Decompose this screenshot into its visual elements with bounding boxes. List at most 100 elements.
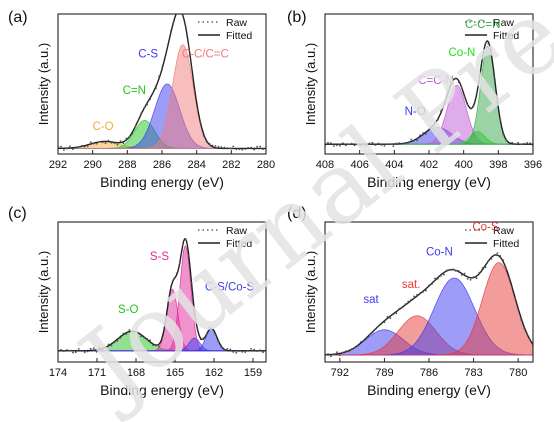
raw-point: [529, 338, 531, 341]
raw-point: [262, 351, 264, 354]
raw-point: [235, 351, 238, 354]
raw-point: [173, 277, 175, 280]
raw-point: [484, 42, 487, 45]
x-tick-label: 292: [49, 159, 67, 171]
raw-point: [365, 336, 368, 339]
raw-point: [229, 147, 232, 150]
raw-point: [122, 142, 125, 145]
raw-point: [72, 148, 74, 151]
raw-point: [211, 144, 214, 147]
raw-point: [262, 148, 264, 151]
raw-point: [244, 351, 247, 353]
raw-point: [434, 121, 436, 124]
x-tick-label: 406: [350, 159, 368, 171]
x-tick-label: 792: [331, 367, 349, 379]
raw-point: [356, 345, 359, 347]
raw-point: [514, 143, 517, 145]
raw-point: [502, 133, 505, 136]
raw-point: [517, 141, 519, 144]
raw-point: [469, 278, 472, 281]
raw-point: [428, 284, 430, 287]
raw-point: [235, 148, 238, 151]
raw-point: [389, 143, 392, 146]
raw-point: [374, 144, 377, 147]
raw-point: [431, 127, 433, 129]
raw-point: [425, 289, 427, 292]
raw-point: [199, 338, 202, 341]
raw-point: [395, 312, 398, 315]
raw-point: [362, 339, 365, 342]
raw-point: [187, 254, 190, 257]
x-tick-label: 162: [205, 367, 223, 379]
raw-point: [362, 142, 365, 145]
raw-point: [202, 337, 205, 339]
raw-point: [69, 349, 71, 352]
raw-point: [407, 300, 410, 303]
peak-annotation: N-O: [405, 106, 426, 118]
raw-point: [128, 136, 131, 139]
raw-point: [472, 276, 475, 278]
raw-point: [353, 144, 356, 147]
raw-point: [407, 141, 410, 144]
raw-point: [259, 349, 261, 352]
legend-raw-label: Raw: [493, 17, 514, 29]
raw-point: [386, 315, 389, 318]
raw-point: [161, 336, 163, 339]
raw-point: [113, 142, 116, 145]
panel-0: (a) 292 290 288 286 284 282 280 Binding energy (…: [8, 9, 275, 190]
raw-point: [339, 145, 341, 147]
x-tick-label: 789: [375, 367, 393, 379]
x-tick-label: 168: [127, 367, 145, 379]
raw-point: [398, 307, 401, 310]
peak-annotation: sat.: [402, 279, 421, 291]
raw-point: [104, 346, 107, 348]
raw-point: [410, 298, 413, 301]
raw-point: [125, 333, 128, 335]
raw-point: [74, 351, 77, 354]
raw-point: [202, 134, 205, 137]
peak-S-S: [58, 288, 266, 352]
raw-point: [499, 119, 502, 121]
legend-fitted-label: Fitted: [493, 30, 519, 42]
raw-point: [374, 328, 377, 331]
raw-point: [347, 350, 350, 353]
raw-point: [359, 144, 362, 147]
raw-point: [368, 142, 371, 145]
raw-point: [380, 323, 383, 325]
x-tick-label: 171: [88, 367, 106, 379]
raw-point: [74, 147, 77, 149]
raw-point: [457, 81, 460, 84]
x-tick-label: 783: [464, 367, 482, 379]
raw-point: [173, 20, 175, 23]
raw-point: [60, 348, 62, 351]
raw-point: [341, 142, 344, 145]
raw-point: [466, 278, 469, 280]
raw-point: [89, 347, 92, 350]
raw-point: [505, 139, 508, 142]
raw-point: [330, 142, 332, 145]
raw-point: [344, 144, 347, 147]
raw-point: [63, 350, 65, 353]
raw-point: [431, 283, 433, 285]
raw-point: [241, 148, 244, 151]
raw-point: [463, 95, 466, 98]
raw-point: [451, 81, 454, 84]
raw-point: [190, 282, 193, 285]
peak-annotation: C=N: [123, 85, 146, 97]
x-tick-label: 282: [222, 159, 240, 171]
raw-point: [493, 254, 496, 256]
raw-point: [404, 142, 407, 145]
raw-point: [250, 348, 253, 350]
raw-point: [220, 346, 223, 349]
raw-point: [110, 141, 113, 144]
raw-point: [143, 336, 146, 339]
raw-point: [410, 138, 413, 141]
raw-point: [199, 121, 202, 124]
raw-point: [404, 303, 407, 306]
raw-point: [392, 145, 395, 148]
raw-point: [131, 132, 134, 135]
panel-label: (d): [287, 205, 307, 222]
raw-point: [143, 107, 146, 109]
raw-point: [155, 343, 158, 346]
raw-point: [98, 140, 101, 143]
